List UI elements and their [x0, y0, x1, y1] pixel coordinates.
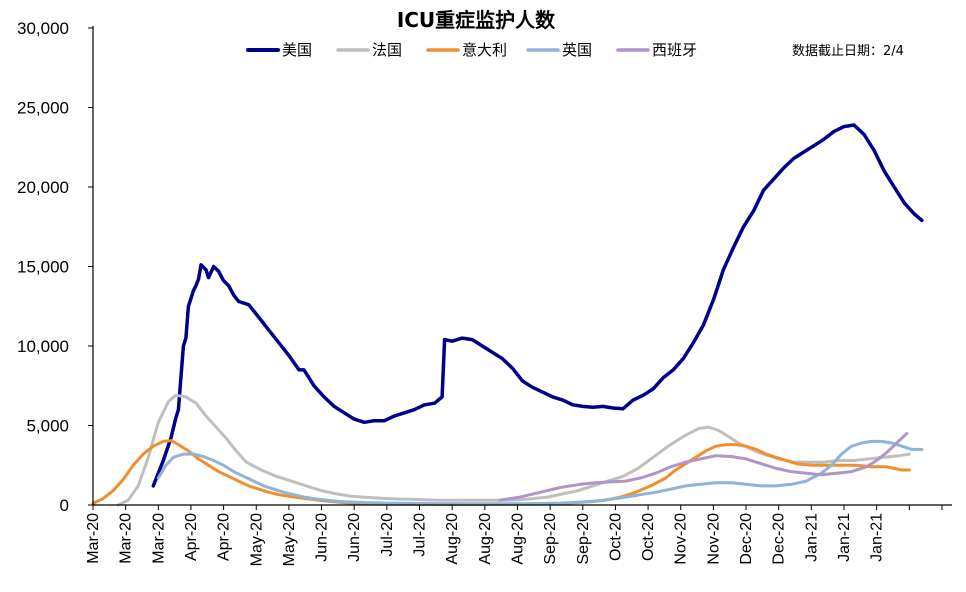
x-tick-label: Mar-20 [118, 513, 135, 564]
series-line-3 [91, 439, 911, 506]
x-tick-label: Oct-20 [640, 513, 657, 561]
x-tick-label: Jun-20 [314, 513, 331, 562]
series-line-1 [151, 123, 924, 488]
x-tick-label: Jan-21 [869, 513, 886, 562]
x-tick-label: Mar-20 [150, 513, 167, 564]
x-tick-label: Nov-20 [705, 513, 722, 565]
x-tick-label: Apr-20 [183, 513, 200, 561]
x-tick-label: Aug-20 [444, 513, 461, 565]
axes [92, 26, 952, 506]
x-tick-label: Nov-20 [673, 513, 690, 565]
y-tick-label: 30,000 [17, 19, 69, 38]
x-tick-label: Jul-20 [379, 513, 396, 557]
y-axis: 0 5,000 10,000 15,000 20,000 25,000 30,000 [17, 19, 93, 515]
y-tick-label: 10,000 [17, 337, 69, 356]
x-tick-label: Jan-21 [803, 513, 820, 562]
y-tick-label: 5,000 [26, 417, 69, 436]
x-tick-label: May-20 [248, 513, 265, 566]
x-tick-label: Aug-20 [509, 513, 526, 565]
legend-label-4: 英国 [562, 41, 592, 59]
y-tick-label: 15,000 [17, 258, 69, 277]
y-tick-label: 20,000 [17, 178, 69, 197]
legend-label-3: 意大利 [462, 41, 507, 59]
legend-label-1: 美国 [282, 41, 312, 59]
x-tick-label: Sep-20 [575, 513, 592, 565]
x-tick-label: Dec-20 [738, 513, 755, 565]
x-tick-label: Mar-20 [85, 513, 102, 564]
x-tick-label: Dec-20 [771, 513, 788, 565]
x-tick-label: Sep-20 [542, 513, 559, 565]
x-tick-label: Jun-20 [346, 513, 363, 562]
x-tick-label: Jan-21 [836, 513, 853, 562]
x-axis: Mar-20 Mar-20 Mar-20 Apr-20 Apr-20 May-20 May-… [85, 505, 943, 566]
series-line-5 [498, 431, 909, 502]
x-tick-label: Oct-20 [607, 513, 624, 561]
chart-title: ICU重症监护人数 [397, 8, 556, 32]
y-tick-label: 0 [60, 496, 69, 515]
series-line-4 [156, 439, 924, 506]
x-tick-label: Jul-20 [412, 513, 429, 557]
x-tick-label: May-20 [281, 513, 298, 566]
legend-label-2: 法国 [372, 41, 402, 59]
series-line-2 [116, 393, 911, 507]
x-tick-label: Apr-20 [216, 513, 233, 561]
x-tick-label: Aug-20 [477, 513, 494, 565]
legend-label-5: 西班牙 [652, 41, 697, 59]
y-tick-label: 25,000 [17, 99, 69, 118]
legend: 美国 法国 意大利 英国 西班牙 [246, 41, 697, 59]
series-layer [91, 123, 924, 507]
data-cutoff-note: 数据截止日期：2/4 [792, 44, 904, 59]
